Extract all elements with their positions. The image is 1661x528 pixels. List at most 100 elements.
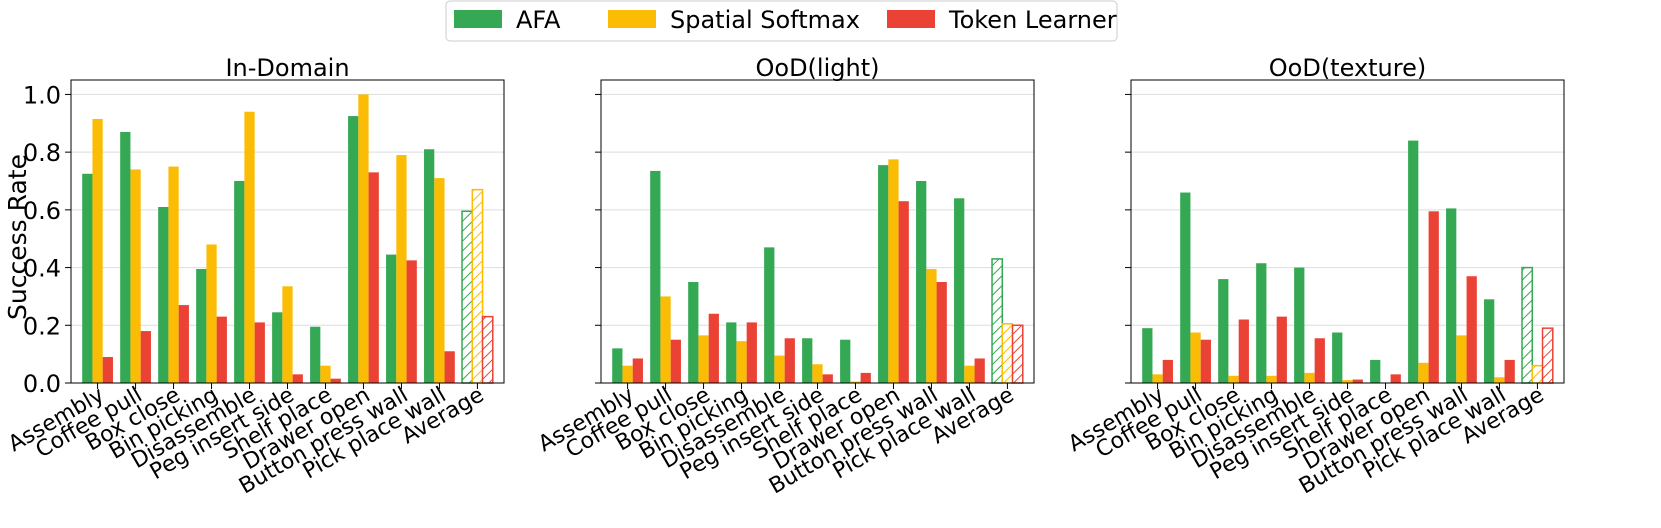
bar-token-learner-box-close: [708, 313, 719, 383]
bar-token-learner-coffee-pull: [670, 339, 681, 383]
bar-token-learner-bin-picking: [216, 316, 227, 383]
bar-afa-shelf-place: [310, 326, 321, 383]
bar-token-learner-shelf-place: [330, 378, 341, 383]
bar-token-learner-disassemble: [784, 338, 795, 383]
bar-spatial-softmax-average: [471, 188, 484, 384]
bar-token-learner-bin-picking: [1276, 316, 1287, 383]
bar-token-learner-shelf-place: [860, 372, 871, 383]
bar-spatial-softmax-box-close: [1228, 375, 1239, 383]
legend-swatch-spatial-softmax: [608, 10, 656, 28]
bar-afa-peg-insert-side: [272, 312, 283, 383]
y-tick-label: 0.8: [23, 139, 61, 167]
bar-spatial-softmax-peg-insert-side: [812, 364, 823, 383]
bar-spatial-softmax-coffee-pull: [660, 296, 671, 383]
bar-spatial-softmax-bin-picking: [1266, 375, 1277, 383]
bar-token-learner-drawer-open: [898, 201, 909, 383]
y-tick-label: 1.0: [23, 81, 61, 109]
bar-spatial-softmax-pick-place-wall: [964, 365, 975, 383]
bar-spatial-softmax-shelf-place: [850, 381, 861, 383]
legend-swatch-afa: [454, 10, 502, 28]
bar-spatial-softmax-box-close: [168, 166, 179, 383]
bar-afa-shelf-place: [1370, 359, 1381, 383]
legend-swatch-token-learner: [887, 10, 935, 28]
bar-spatial-softmax-peg-insert-side: [282, 286, 293, 383]
bar-afa-button-press-wall: [386, 254, 397, 383]
panel-title: OoD(texture): [1269, 54, 1426, 82]
bar-afa-pick-place-wall: [1484, 299, 1495, 383]
legend-label-token-learner: Token Learner: [948, 6, 1117, 34]
bar-spatial-softmax-coffee-pull: [130, 169, 141, 383]
bar-token-learner-drawer-open: [1428, 211, 1439, 383]
bar-afa-bin-picking: [196, 269, 207, 383]
bar-spatial-softmax-drawer-open: [358, 94, 369, 383]
bar-afa-pick-place-wall: [424, 149, 435, 383]
bar-spatial-softmax-button-press-wall: [396, 155, 407, 383]
plot-frame: [1130, 79, 1565, 384]
bar-token-learner-average: [1011, 324, 1024, 384]
plot-frame: [70, 79, 505, 384]
y-tick-label: 0.4: [23, 255, 61, 283]
bar-afa-bin-picking: [1256, 263, 1267, 383]
bar-afa-drawer-open: [348, 116, 359, 384]
bar-afa-average: [1521, 266, 1534, 384]
bar-afa-box-close: [688, 282, 699, 383]
bar-afa-button-press-wall: [916, 181, 927, 383]
panel-title: In-Domain: [225, 54, 349, 82]
panel-title: OoD(light): [756, 54, 880, 82]
bar-afa-coffee-pull: [1180, 192, 1191, 383]
bar-token-learner-assembly: [1162, 359, 1173, 383]
bar-afa-assembly: [612, 348, 623, 383]
bar-spatial-softmax-assembly: [622, 365, 633, 383]
bar-token-learner-shelf-place: [1390, 374, 1401, 383]
plot-frame: [600, 79, 1035, 384]
y-tick-label: 0.6: [23, 197, 61, 225]
y-tick-label: 0.0: [23, 370, 61, 398]
bar-token-learner-box-close: [1238, 319, 1249, 383]
bar-spatial-softmax-pick-place-wall: [434, 178, 445, 383]
bar-token-learner-peg-insert-side: [822, 374, 833, 383]
bar-spatial-softmax-disassemble: [774, 355, 785, 383]
bar-token-learner-peg-insert-side: [1352, 379, 1363, 383]
bar-afa-peg-insert-side: [1332, 332, 1343, 383]
bar-spatial-softmax-assembly: [92, 118, 103, 383]
bar-token-learner-drawer-open: [368, 172, 379, 383]
bar-afa-button-press-wall: [1446, 208, 1457, 383]
bar-afa-average: [991, 258, 1004, 384]
bar-token-learner-pick-place-wall: [974, 358, 985, 383]
bar-spatial-softmax-box-close: [698, 335, 709, 383]
bar-token-learner-disassemble: [1314, 338, 1325, 383]
bar-afa-disassemble: [234, 181, 245, 383]
bar-spatial-softmax-pick-place-wall: [1494, 377, 1505, 383]
bar-afa-assembly: [1142, 328, 1153, 383]
bar-spatial-softmax-button-press-wall: [926, 269, 937, 383]
bar-afa-box-close: [158, 206, 169, 383]
y-tick-label: 0.2: [23, 312, 61, 340]
bar-token-learner-assembly: [102, 357, 113, 383]
bar-token-learner-bin-picking: [746, 322, 757, 383]
bar-afa-bin-picking: [726, 322, 737, 383]
legend-label-spatial-softmax: Spatial Softmax: [670, 6, 860, 34]
bar-afa-assembly: [82, 173, 93, 383]
bar-spatial-softmax-drawer-open: [888, 159, 899, 383]
bar-token-learner-coffee-pull: [1200, 339, 1211, 383]
bar-spatial-softmax-average: [1001, 323, 1014, 384]
bar-spatial-softmax-bin-picking: [736, 341, 747, 383]
bar-spatial-softmax-bin-picking: [206, 244, 217, 383]
bar-token-learner-button-press-wall: [936, 282, 947, 383]
bar-spatial-softmax-shelf-place: [320, 365, 331, 383]
bar-token-learner-button-press-wall: [406, 260, 417, 383]
bar-afa-coffee-pull: [120, 131, 131, 383]
bar-afa-peg-insert-side: [802, 338, 813, 383]
bar-spatial-softmax-average: [1531, 364, 1544, 384]
bar-token-learner-disassemble: [254, 322, 265, 383]
bar-afa-drawer-open: [878, 165, 889, 383]
bar-spatial-softmax-button-press-wall: [1456, 335, 1467, 383]
bar-spatial-softmax-disassemble: [1304, 372, 1315, 383]
bar-afa-shelf-place: [840, 339, 851, 383]
bar-afa-disassemble: [1294, 267, 1305, 383]
bar-afa-box-close: [1218, 279, 1229, 383]
